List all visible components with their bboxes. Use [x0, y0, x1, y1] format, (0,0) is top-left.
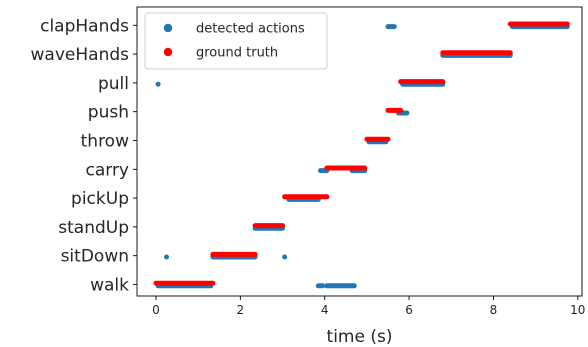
x-tick-label: 0	[152, 303, 160, 317]
x-axis: 0 2 4 6 8 10	[152, 296, 585, 317]
legend-label-detected-actions: detected actions	[196, 22, 305, 37]
x-tick-label: 6	[405, 303, 413, 317]
segment-ground-truth-clap-hands	[507, 21, 570, 27]
x-tick-label: 2	[237, 303, 245, 317]
y-tick-label-carry: carry	[85, 160, 129, 180]
segment-ground-truth-pick-up	[282, 194, 330, 200]
legend-label-ground-truth: ground truth	[196, 46, 278, 61]
y-tick-label-pick-up: pickUp	[71, 189, 129, 209]
segment-ground-truth-carry	[324, 165, 368, 171]
legend-marker-ground-truth	[163, 47, 173, 57]
y-tick-label-wave-hands: waveHands	[31, 45, 130, 65]
plot-marks	[153, 21, 570, 289]
y-tick-label-walk: walk	[90, 276, 129, 296]
y-tick-label-stand-up: standUp	[58, 218, 129, 238]
segment-detected-actions-pull	[155, 81, 161, 87]
segment-ground-truth-pull	[398, 79, 446, 85]
segment-detected-actions-walk	[315, 283, 326, 289]
y-tick-label-sit-down: sitDown	[61, 247, 129, 267]
segment-detected-actions-sit-down	[164, 254, 170, 260]
legend-marker-detected-actions	[163, 23, 173, 33]
y-tick-label-clap-hands: clapHands	[40, 16, 129, 36]
segment-ground-truth-stand-up	[252, 223, 286, 229]
segment-ground-truth-wave-hands	[440, 50, 513, 56]
legend: detected actions ground truth	[144, 12, 328, 70]
y-axis: walk sitDown standUp pickUp carry throw push pu…	[31, 16, 137, 296]
segment-ground-truth-throw	[364, 136, 391, 142]
series-ground-truth	[153, 21, 570, 286]
x-tick-label: 10	[570, 303, 585, 317]
x-tick-label: 4	[321, 303, 329, 317]
legend-box	[144, 12, 328, 70]
segment-ground-truth-walk	[153, 280, 216, 286]
segment-detected-actions-walk	[324, 283, 357, 289]
segment-detected-actions-sit-down	[282, 254, 288, 260]
y-tick-label-pull: pull	[98, 74, 129, 94]
x-tick-label: 8	[490, 303, 498, 317]
segment-ground-truth-push	[385, 107, 404, 113]
segment-detected-actions-clap-hands	[385, 24, 397, 30]
plot-frame	[136, 6, 583, 297]
y-tick-label-throw: throw	[81, 132, 129, 152]
x-axis-label: time (s)	[327, 327, 393, 347]
y-tick-label-push: push	[88, 103, 129, 123]
segment-ground-truth-sit-down	[210, 251, 258, 257]
